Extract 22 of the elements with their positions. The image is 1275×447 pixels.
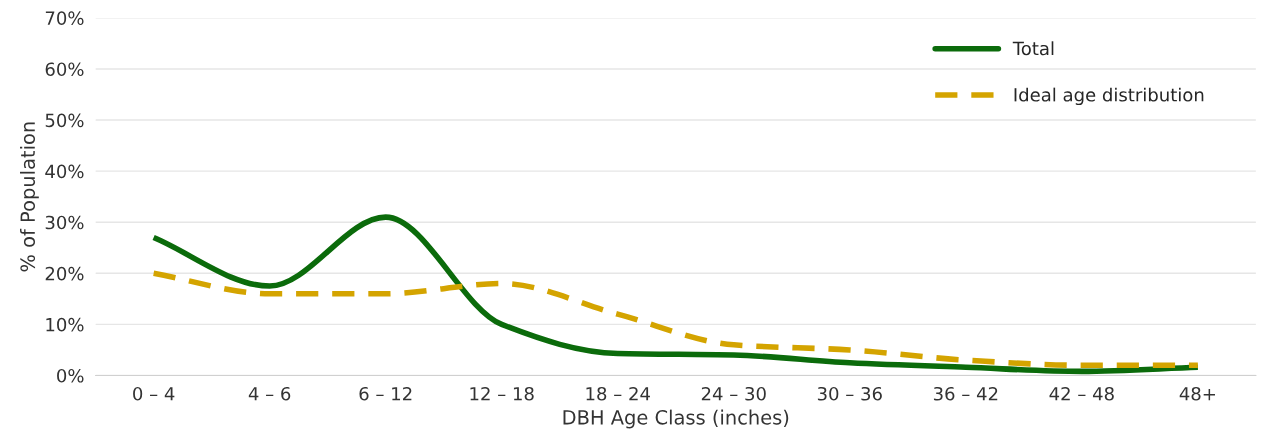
x-tick-label: 4 – 6 — [248, 386, 291, 401]
x-tick-label: 6 – 12 — [359, 386, 412, 401]
x-axis-title: DBH Age Class (inches) — [563, 409, 789, 429]
x-tick-label: 42 – 48 — [1049, 386, 1114, 401]
y-tick-label: 20% — [45, 266, 84, 281]
x-tick-label: 12 – 18 — [470, 386, 534, 401]
y-tick-label: 50% — [45, 113, 84, 128]
x-tick-label: 24 – 30 — [701, 386, 766, 401]
x-tick-label: 18 – 24 — [586, 386, 650, 401]
y-tick-label: 70% — [45, 11, 84, 25]
y-tick-label: 40% — [45, 164, 84, 179]
y-tick-label: 30% — [45, 215, 84, 230]
y-axis-title: % of Population — [20, 122, 39, 272]
legend-label: Total — [1012, 41, 1054, 56]
y-tick-label: 10% — [46, 317, 84, 332]
y-tick-label: 60% — [45, 62, 84, 77]
x-tick-label: 36 – 42 — [933, 386, 998, 401]
y-tick-label: 0% — [57, 368, 84, 383]
legend-label: Ideal age distribution — [1014, 87, 1204, 106]
x-tick-label: 48+ — [1179, 386, 1215, 401]
x-tick-label: 0 – 4 — [133, 386, 175, 401]
x-tick-label: 30 – 36 — [817, 386, 882, 401]
